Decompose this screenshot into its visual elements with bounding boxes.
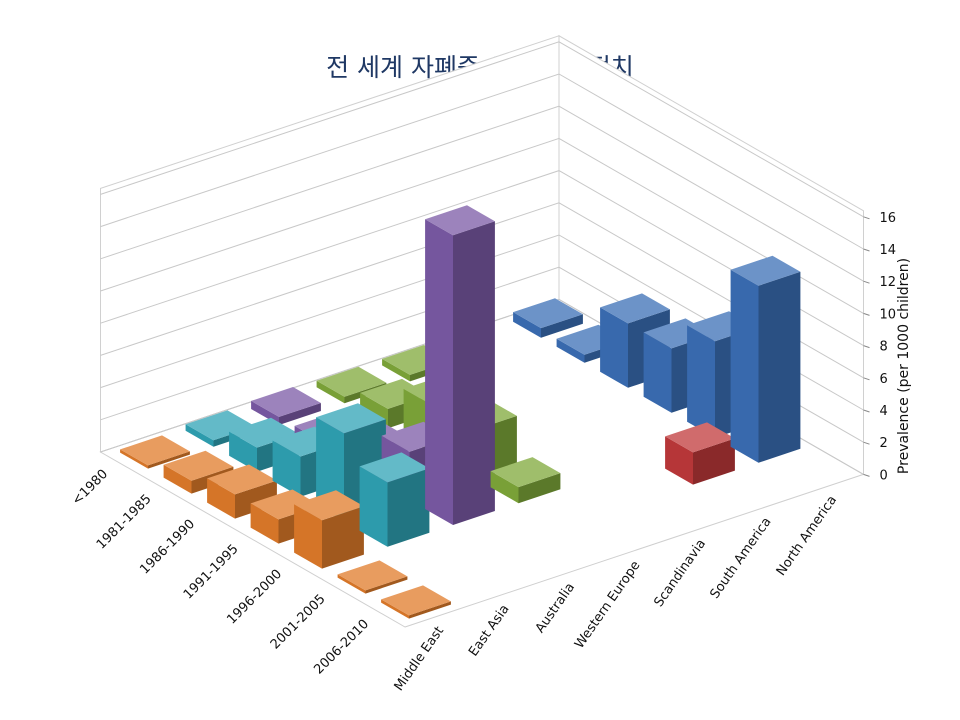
period-tick-label: 1981-1985 [94, 492, 155, 553]
bar-australia-2 [425, 205, 495, 525]
bar-south-america-1 [665, 422, 735, 485]
bar-middle-east-4 [207, 464, 277, 519]
period-tick-label: <1980 [69, 467, 111, 509]
period-tick-label: 2001-2005 [268, 592, 329, 653]
z-tick-label: 6 [880, 372, 888, 387]
period-tick-label: 2006-2010 [311, 617, 372, 678]
bar-western-europe-2 [490, 457, 561, 504]
bar-middle-east-2 [294, 490, 364, 569]
z-axis-title: Prevalence (per 1000 children) [896, 258, 912, 474]
z-tick-label: 10 [880, 307, 897, 322]
z-tick-label: 2 [880, 436, 888, 451]
chart-bars [120, 205, 801, 619]
bar-middle-east-6 [120, 435, 190, 469]
region-tick-label: North America [774, 493, 840, 579]
region-tick-label: South America [707, 515, 774, 602]
z-tick-label: 0 [880, 468, 888, 483]
z-tick-label: 8 [880, 340, 888, 355]
period-tick-label: 1986-1990 [137, 517, 198, 578]
period-tick-label: 1996-2000 [224, 567, 285, 628]
z-tick-label: 16 [880, 211, 897, 226]
bar-north-america-6 [513, 298, 583, 338]
z-tick-label: 12 [880, 275, 897, 290]
z-tick-label: 4 [880, 404, 888, 419]
bar-middle-east-0 [381, 585, 451, 619]
region-tick-label: Middle East [392, 624, 447, 694]
region-tick-label: Western Europe [572, 558, 643, 651]
region-tick-label: East Asia [466, 602, 512, 659]
region-tick-label: Scandinavia [651, 537, 709, 610]
z-axis-ticks: 0 2 4 6 8 10 12 14 16 [863, 211, 897, 483]
z-tick-label: 14 [880, 243, 897, 258]
region-tick-label: Australia [533, 580, 578, 636]
bar-east-asia-2 [359, 452, 430, 547]
period-tick-label: 1991-1995 [181, 542, 242, 603]
bar-middle-east-1 [337, 560, 408, 594]
bar-north-america-1 [730, 255, 801, 463]
